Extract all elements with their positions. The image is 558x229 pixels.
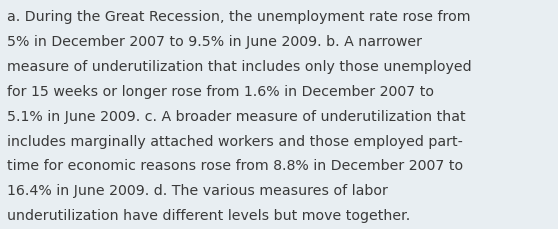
Text: time for economic reasons rose from 8.8% in December 2007 to: time for economic reasons rose from 8.8%… [7,159,463,173]
Text: for 15 weeks or longer rose from 1.6% in December 2007 to: for 15 weeks or longer rose from 1.6% in… [7,85,434,98]
Text: underutilization have different levels but move together.: underutilization have different levels b… [7,208,411,222]
Text: 5% in December 2007 to 9.5% in June 2009. b. A narrower: 5% in December 2007 to 9.5% in June 2009… [7,35,422,49]
Text: 16.4% in June 2009. d. The various measures of labor: 16.4% in June 2009. d. The various measu… [7,183,388,197]
Text: 5.1% in June 2009. c. A broader measure of underutilization that: 5.1% in June 2009. c. A broader measure … [7,109,466,123]
Text: includes marginally attached workers and those employed part-: includes marginally attached workers and… [7,134,463,148]
Text: measure of underutilization that includes only those unemployed: measure of underutilization that include… [7,60,472,74]
Text: a. During the Great Recession, the unemployment rate rose from: a. During the Great Recession, the unemp… [7,10,471,24]
